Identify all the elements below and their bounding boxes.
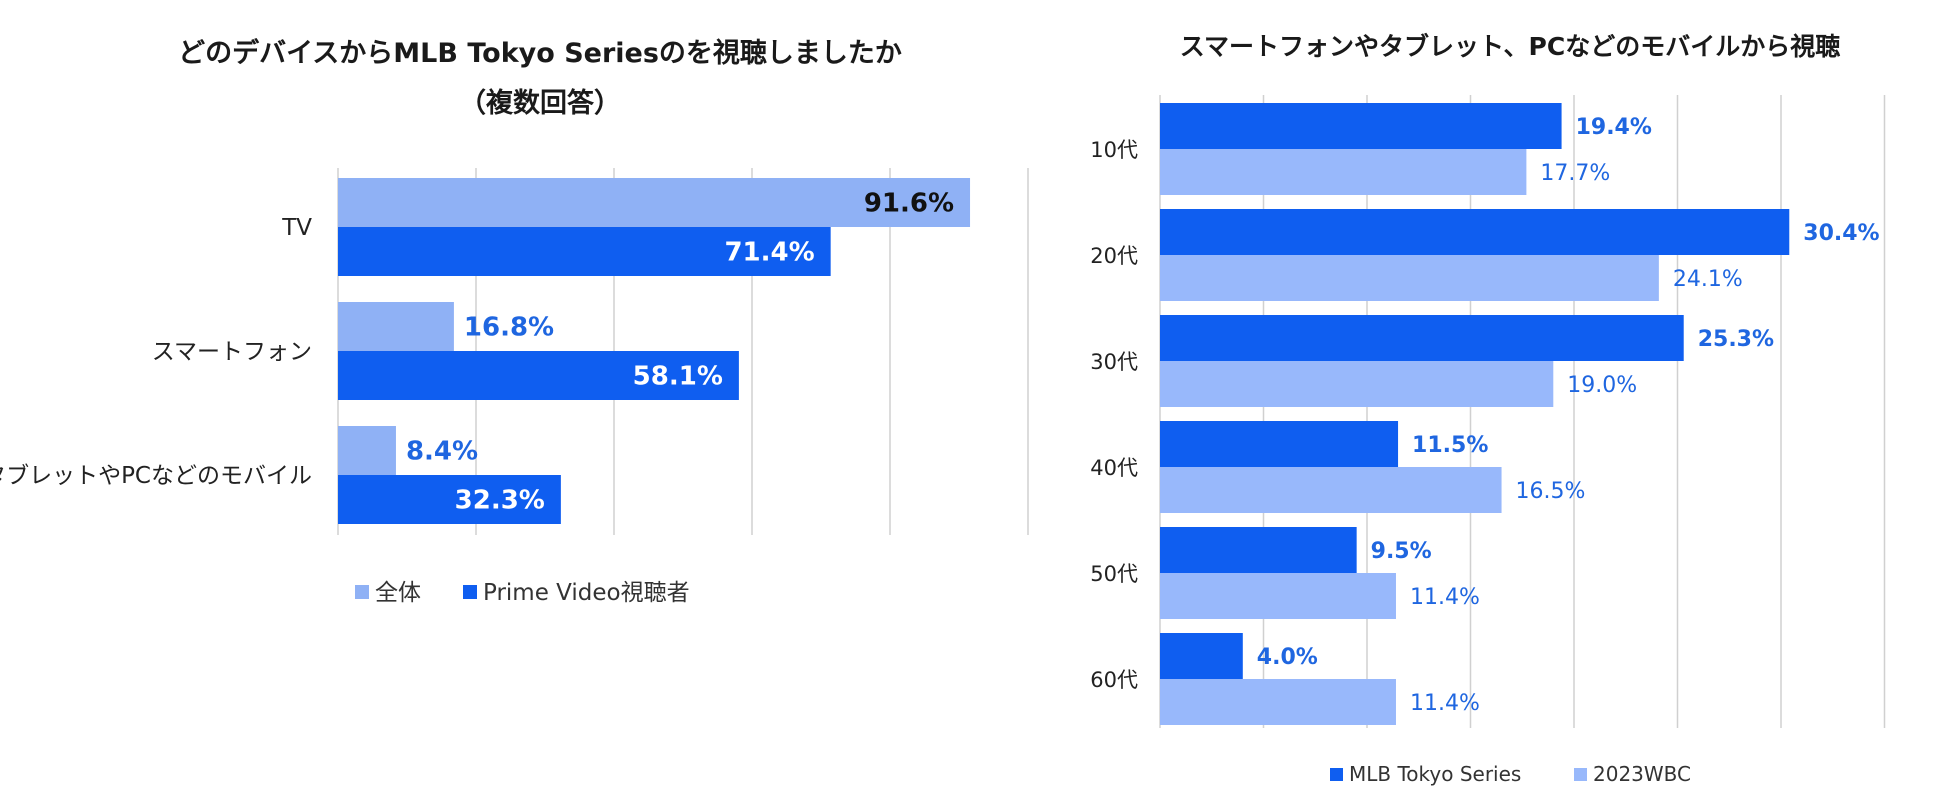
left-category-label: TV bbox=[281, 215, 312, 241]
right-chart-title: スマートフォンやタブレット、PCなどのモバイルから視聴 bbox=[1180, 32, 1840, 61]
right-data-label: 9.5% bbox=[1371, 539, 1432, 564]
legend-swatch-prime bbox=[463, 585, 477, 599]
right-data-label: 17.7% bbox=[1540, 161, 1610, 186]
right-category-label: 60代 bbox=[1090, 668, 1138, 692]
left-category-label: スマートフォン bbox=[152, 339, 312, 365]
right-data-label: 19.4% bbox=[1576, 115, 1652, 140]
left-data-label: 16.8% bbox=[464, 313, 554, 343]
right-data-label: 19.0% bbox=[1567, 373, 1637, 398]
legend-label-wbc: 2023WBC bbox=[1593, 762, 1691, 786]
right-bar-mlb bbox=[1160, 103, 1562, 149]
legend-label-prime: Prime Video視聴者 bbox=[483, 580, 690, 606]
left-bar-prime bbox=[338, 475, 561, 524]
left-bar-overall bbox=[338, 178, 971, 227]
right-category-label: 40代 bbox=[1090, 456, 1138, 480]
right-bar-wbc bbox=[1160, 255, 1659, 301]
right-bar-mlb bbox=[1160, 315, 1684, 361]
right-chart: スマートフォンやタブレット、PCなどのモバイルから視聴 19.4% 17.7% 30… bbox=[1090, 32, 1886, 786]
left-bar-overall bbox=[338, 426, 396, 475]
left-chart-subtitle: （複数回答） bbox=[459, 87, 621, 119]
right-category-label: 50代 bbox=[1090, 562, 1138, 586]
right-bar-wbc bbox=[1160, 679, 1396, 725]
right-data-label: 24.1% bbox=[1673, 267, 1743, 292]
right-data-label: 16.5% bbox=[1516, 479, 1586, 504]
right-data-label: 11.4% bbox=[1410, 691, 1480, 716]
right-category-label: 10代 bbox=[1090, 138, 1138, 162]
right-data-label: 11.5% bbox=[1412, 433, 1488, 458]
right-data-label: 4.0% bbox=[1257, 645, 1318, 670]
legend-swatch-overall bbox=[355, 585, 369, 599]
left-data-label: 91.6% bbox=[864, 189, 954, 219]
left-data-label: 71.4% bbox=[724, 238, 814, 268]
legend-label-mlb: MLB Tokyo Series bbox=[1349, 762, 1521, 786]
right-data-label: 25.3% bbox=[1698, 327, 1774, 352]
left-data-label: 8.4% bbox=[406, 437, 478, 467]
left-bar-overall bbox=[338, 302, 454, 351]
legend-swatch-wbc bbox=[1574, 768, 1587, 781]
left-chart-title: どのデバイスからMLB Tokyo Seriesのを視聴しましたか bbox=[178, 37, 902, 69]
right-bar-wbc bbox=[1160, 573, 1396, 619]
right-bar-mlb bbox=[1160, 209, 1790, 255]
left-bar-prime bbox=[338, 227, 831, 276]
right-bar-wbc bbox=[1160, 149, 1527, 195]
right-bar-mlb bbox=[1160, 527, 1357, 573]
right-bar-wbc bbox=[1160, 467, 1502, 513]
right-legend: MLB Tokyo Series 2023WBC bbox=[1330, 762, 1691, 786]
left-data-label: 32.3% bbox=[455, 486, 545, 516]
left-category-label: タブレットやPCなどのモバイル bbox=[0, 463, 312, 489]
left-bar-prime bbox=[338, 351, 739, 400]
right-bar-mlb bbox=[1160, 421, 1399, 467]
right-bar-wbc bbox=[1160, 361, 1554, 407]
right-data-label: 30.4% bbox=[1803, 221, 1879, 246]
right-bar-mlb bbox=[1160, 633, 1243, 679]
left-data-label: 58.1% bbox=[633, 362, 723, 392]
right-category-label: 30代 bbox=[1090, 350, 1138, 374]
legend-label-overall: 全体 bbox=[375, 580, 421, 606]
right-data-label: 11.4% bbox=[1410, 585, 1480, 610]
right-category-label: 20代 bbox=[1090, 244, 1138, 268]
left-chart: どのデバイスからMLB Tokyo Seriesのを視聴しましたか （複数回答）… bbox=[0, 37, 1029, 606]
legend-swatch-mlb bbox=[1330, 768, 1343, 781]
left-legend: 全体 Prime Video視聴者 bbox=[355, 580, 690, 606]
